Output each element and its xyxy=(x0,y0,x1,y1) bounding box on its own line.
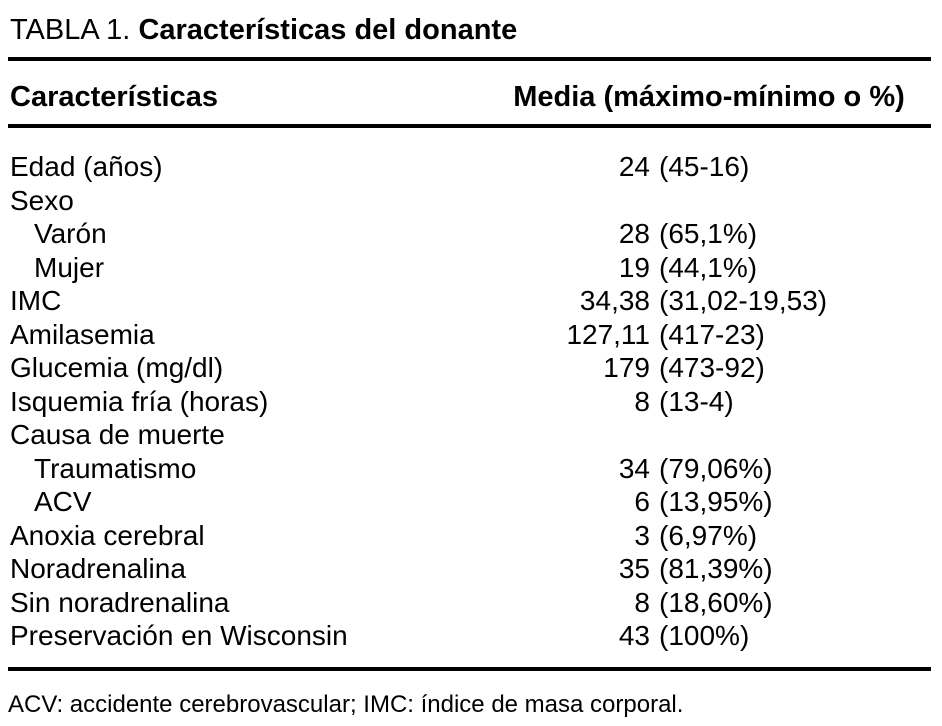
row-value-range: (18,60%) xyxy=(659,586,773,618)
row-value: 34,38 (31,02-19,53) xyxy=(460,284,931,318)
row-label: Sin noradrenalina xyxy=(10,586,230,618)
column-header-row: Características Media (máximo-mínimo o %… xyxy=(8,80,931,114)
table-footnote: ACV: accidente cerebrovascular; IMC: índ… xyxy=(8,690,684,718)
row-label: ACV xyxy=(34,486,92,517)
table-body: Edad (años) 24 (45-16) Sexo Varón 28 (65,1… xyxy=(8,150,931,653)
row-label: Glucemia (mg/dl) xyxy=(10,352,224,383)
table-row: Varón 28 (65,1%) xyxy=(8,217,931,251)
row-value-number: 35 xyxy=(618,553,650,584)
row-value-range: (13-4) xyxy=(659,385,734,417)
row-value: 8 (13-4) xyxy=(460,385,931,419)
table-row-group: Sexo xyxy=(8,184,931,218)
row-value-number: 179 xyxy=(603,352,650,383)
row-value-range: (6,97%) xyxy=(659,519,758,551)
table-row: Glucemia (mg/dl) 179 (473-92) xyxy=(8,351,931,385)
row-value: 3 (6,97%) xyxy=(460,519,931,553)
row-value-range: (13,95%) xyxy=(659,486,773,517)
row-value: 43 (100%) xyxy=(460,619,931,653)
row-value-number: 127,11 xyxy=(566,318,650,350)
top-rule xyxy=(8,57,931,61)
row-value-number: 19 xyxy=(618,251,650,283)
row-value-range: (473-92) xyxy=(659,352,765,383)
row-value-range: (65,1%) xyxy=(659,218,758,249)
row-label: Preservación en Wisconsin xyxy=(10,620,348,651)
row-value-number: 43 xyxy=(618,620,650,651)
row-value: 179 (473-92) xyxy=(460,351,931,385)
table-row: ACV 6 (13,95%) xyxy=(8,485,931,519)
row-label: Varón xyxy=(34,218,107,249)
row-label: Noradrenalina xyxy=(10,553,186,584)
row-value: 127,11 (417-23) xyxy=(460,318,931,352)
row-value: 8 (18,60%) xyxy=(460,586,931,620)
row-value xyxy=(460,184,931,218)
header-rule xyxy=(8,124,931,128)
table-row: Isquemia fría (horas) 8 (13-4) xyxy=(8,385,931,419)
row-value-range: (31,02-19,53) xyxy=(659,285,828,316)
row-value-number: 34,38 xyxy=(579,285,650,316)
row-value-number: 28 xyxy=(618,218,650,249)
row-value: 28 (65,1%) xyxy=(460,217,931,251)
row-label: Isquemia fría (horas) xyxy=(10,385,269,417)
row-value-number: 6 xyxy=(634,486,650,517)
row-value: 35 (81,39%) xyxy=(460,552,931,586)
table-row: Preservación en Wisconsin 43 (100%) xyxy=(8,619,931,653)
row-value: 24 (45-16) xyxy=(460,150,931,184)
row-value: 34 (79,06%) xyxy=(460,452,931,486)
bottom-rule xyxy=(8,666,931,671)
row-label: IMC xyxy=(10,285,62,316)
table-number-label: TABLA 1. xyxy=(10,14,131,46)
table-row: Edad (años) 24 (45-16) xyxy=(8,150,931,184)
table-row: Amilasemia 127,11 (417-23) xyxy=(8,318,931,352)
row-value-number: 24 xyxy=(618,151,650,182)
column-header-media: Media (máximo-mínimo o %) xyxy=(513,81,905,113)
column-header-characteristics: Características xyxy=(10,81,218,113)
table-title-text: Características del donante xyxy=(138,14,518,46)
table-row: Noradrenalina 35 (81,39%) xyxy=(8,552,931,586)
row-value-number: 8 xyxy=(634,586,650,618)
row-value-number: 3 xyxy=(634,519,650,551)
row-label: Causa de muerte xyxy=(10,419,225,450)
row-value: 6 (13,95%) xyxy=(460,485,931,519)
table-row: Anoxia cerebral 3 (6,97%) xyxy=(8,519,931,553)
row-label: Anoxia cerebral xyxy=(10,519,205,551)
row-value-range: (417-23) xyxy=(659,318,765,350)
table-row: Sin noradrenalina 8 (18,60%) xyxy=(8,586,931,620)
table-row: IMC 34,38 (31,02-19,53) xyxy=(8,284,931,318)
row-value-number: 34 xyxy=(618,452,650,484)
table-title: TABLA 1. Características del donante xyxy=(10,13,931,47)
row-value-range: (79,06%) xyxy=(659,452,773,484)
row-value-range: (81,39%) xyxy=(659,553,773,584)
table-row: Mujer 19 (44,1%) xyxy=(8,251,931,285)
row-value-range: (45-16) xyxy=(659,151,750,182)
row-value-number: 8 xyxy=(634,385,650,417)
row-value xyxy=(460,418,931,452)
row-label: Sexo xyxy=(10,184,74,216)
row-value: 19 (44,1%) xyxy=(460,251,931,285)
row-label: Mujer xyxy=(34,251,105,283)
row-label: Amilasemia xyxy=(10,318,155,350)
row-value-range: (44,1%) xyxy=(659,251,758,283)
row-label: Traumatismo xyxy=(34,452,197,484)
table-row-group: Causa de muerte xyxy=(8,418,931,452)
row-value-range: (100%) xyxy=(659,620,750,651)
row-label: Edad (años) xyxy=(10,151,163,182)
table-row: Traumatismo 34 (79,06%) xyxy=(8,452,931,486)
